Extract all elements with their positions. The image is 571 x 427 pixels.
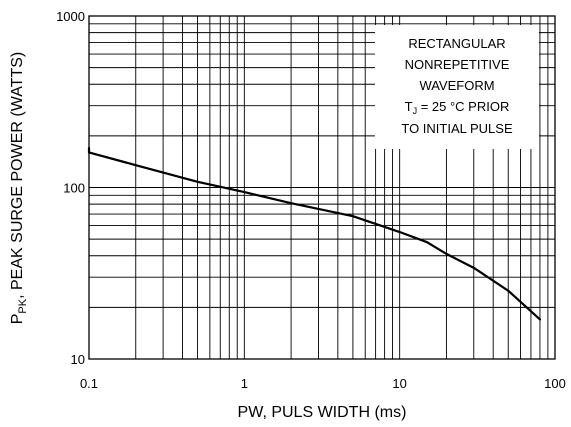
x-tick-label: 10 (392, 376, 406, 391)
annotation-temp-text: = 25 °C PRIOR (417, 99, 509, 114)
annotation-temp-line: TJ = 25 °C PRIOR (405, 99, 510, 116)
annotation-box: RECTANGULAR NONREPETITIVE WAVEFORM TJ = … (375, 25, 539, 149)
annotation-temp-subscript: J (413, 106, 418, 116)
x-tick-labels: 0.1 1 10 100 (80, 376, 566, 391)
x-axis-label: PW, PULS WIDTH (ms) (238, 404, 407, 421)
y-axis-label-symbol: P (9, 314, 26, 325)
y-tick-labels: 10 100 1000 (56, 9, 85, 367)
annotation-line-2: NONREPETITIVE (405, 57, 510, 72)
annotation-line-5: TO INITIAL PULSE (401, 121, 513, 136)
x-tick-label: 1 (241, 376, 248, 391)
y-axis-label: PPK, PEAK SURGE POWER (WATTS) (9, 52, 29, 324)
annotation-temp-symbol: T (405, 99, 413, 114)
x-tick-label: 100 (544, 376, 566, 391)
annotation-background (375, 25, 539, 149)
y-axis-label-text: , PEAK SURGE POWER (WATTS) (9, 52, 26, 299)
y-axis-label-subscript: PK (17, 298, 29, 313)
annotation-line-1: RECTANGULAR (408, 36, 505, 51)
annotation-line-3: WAVEFORM (419, 78, 494, 93)
plot-area-frame (88, 15, 556, 360)
y-tick-label: 10 (71, 352, 85, 367)
series-line (87, 146, 542, 321)
x-tick-label: 0.1 (80, 376, 98, 391)
y-tick-label: 100 (63, 181, 85, 196)
y-tick-label: 1000 (56, 9, 85, 24)
